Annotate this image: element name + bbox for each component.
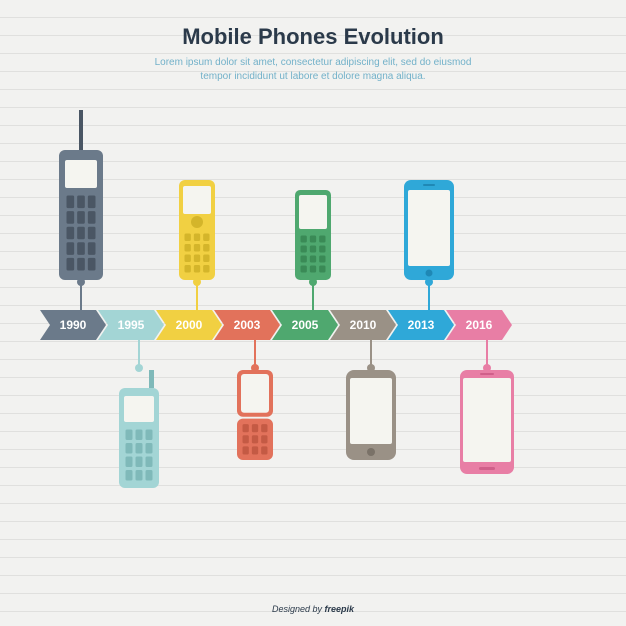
phone-2000 — [179, 180, 215, 285]
connector-2013 — [428, 282, 430, 310]
phone-1990 — [59, 110, 103, 285]
connector-2000 — [196, 282, 198, 310]
timeline-arrow-2010: 2010 — [330, 310, 396, 340]
timeline-arrow-1995: 1995 — [98, 310, 164, 340]
timeline-row: 1990 1995 2000 2003 2005 2010 2013 2016 — [48, 310, 512, 340]
timeline-arrow-2000: 2000 — [156, 310, 222, 340]
connector-1990 — [80, 282, 82, 310]
infographic-canvas: 1990 1995 2000 2003 2005 2010 2013 2016 — [0, 70, 626, 580]
phone-2016 — [460, 370, 514, 479]
phone-2013 — [404, 180, 454, 285]
attribution: Designed by freepik — [0, 604, 626, 614]
timeline-arrow-2013: 2013 — [388, 310, 454, 340]
timeline-arrow-2003: 2003 — [214, 310, 280, 340]
connector-2005 — [312, 282, 314, 310]
phone-2003 — [237, 370, 273, 465]
timeline-arrow-2016: 2016 — [446, 310, 512, 340]
timeline-arrow-2005: 2005 — [272, 310, 338, 340]
phone-1995 — [119, 370, 159, 493]
timeline-arrow-1990: 1990 — [40, 310, 106, 340]
page-title: Mobile Phones Evolution — [0, 0, 626, 50]
phone-2010 — [346, 370, 396, 465]
phone-2005 — [295, 190, 331, 285]
